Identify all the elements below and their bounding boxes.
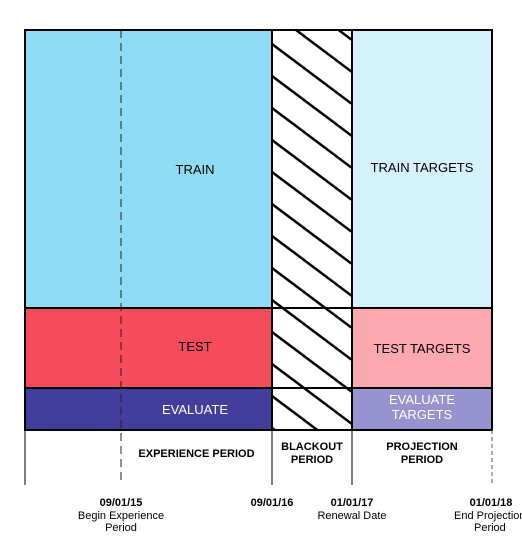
timeline-point-begin: 09/01/15 Begin Experience Period <box>61 497 181 535</box>
evaluate-targets-line1: EVALUATE <box>389 392 455 407</box>
blackout-period-line2: PERIOD <box>290 453 334 466</box>
timeline-date: 01/01/17 <box>330 497 374 509</box>
timeline-point-end: 01/01/18 End Projection Period <box>442 497 522 535</box>
timeline-caption: Period <box>105 522 137 535</box>
grid-lines <box>24 29 493 431</box>
timeline-date: 01/01/18 <box>469 497 513 509</box>
test-label: TEST <box>178 339 212 354</box>
blackout-period-label: BLACKOUT PERIOD <box>272 441 352 466</box>
timeline-point-blackout: 09/01/16 <box>232 497 312 510</box>
evaluate-targets-block <box>352 388 492 430</box>
experience-period-label: EXPERIENCE PERIOD <box>138 448 255 460</box>
train-label: TRAIN <box>175 162 215 177</box>
blackout-period-line1: BLACKOUT <box>281 441 343 453</box>
blackout-hatch <box>272 30 352 430</box>
train-targets-block <box>352 30 492 308</box>
evaluate-targets-label: EVALUATE TARGETS <box>352 392 492 423</box>
train-block <box>25 30 272 308</box>
projection-period-label: PROJECTION PERIOD <box>352 441 492 466</box>
timeline-caption: Renewal Date <box>317 509 387 522</box>
test-targets-label: TEST TARGETS <box>373 341 471 356</box>
timeline-caption: Begin Experience <box>77 509 165 522</box>
train-targets-label: TRAIN TARGETS <box>370 160 474 175</box>
timeline-date: 09/01/16 <box>250 497 294 509</box>
projection-period-line2: PERIOD <box>400 453 444 466</box>
period-row-lines <box>24 430 353 485</box>
timeline-point-renewal: 01/01/17 Renewal Date <box>302 497 402 522</box>
evaluate-block <box>25 388 272 430</box>
blackout-block <box>272 30 352 430</box>
evaluate-label: EVALUATE <box>162 402 228 417</box>
timeline-caption: Period <box>474 522 506 535</box>
timeline-caption: End Projection <box>454 509 522 522</box>
test-block <box>25 308 272 388</box>
projection-period-line1: PROJECTION <box>386 441 458 453</box>
evaluate-targets-line2: TARGETS <box>391 406 453 422</box>
test-targets-block <box>352 308 492 388</box>
timeline-date: 09/01/15 <box>99 497 143 509</box>
